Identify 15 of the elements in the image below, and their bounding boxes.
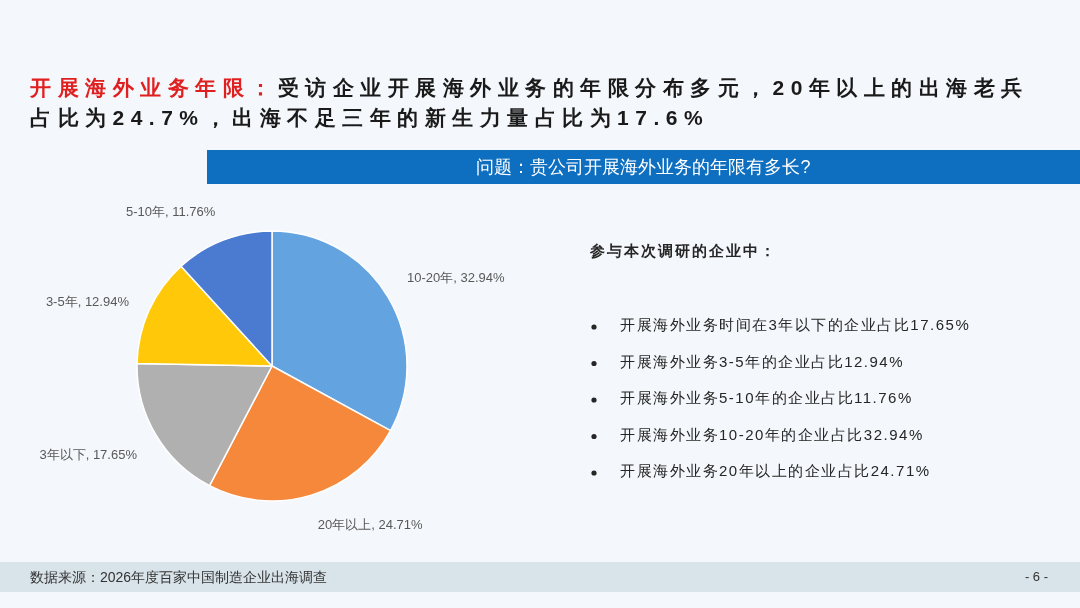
text: 开展海外业务3-5年的企业占比12.94% <box>620 352 905 372</box>
text: 开展海外业务5-10年的企业占比11.76% <box>620 389 913 408</box>
text: 开展海外业务时间在3年以下的企业占比17.65% <box>620 316 971 335</box>
slice-label: 3-5年, 12.94% <box>45 292 129 310</box>
source-note: 数据来源：2026年度百家中国制造企业出海调查 <box>30 568 328 587</box>
chart-title: 开展海外业务年限：受访企业开展海外业务的年限分布多元，20年以上的出海老兵占比为24.7%，出海不足三年的新生力量占比为17.6% <box>30 75 1030 131</box>
text: 开展海外业务20年以上的企业占比24.71% <box>620 462 931 481</box>
text: 开展海外业务10-20年的企业占比32.94% <box>620 425 924 445</box>
text: 参与本次调研的企业中： <box>590 242 777 261</box>
slice-label: 20年以上, 24.71% <box>317 516 423 534</box>
slice-label: 10-20年, 32.94% <box>406 268 505 286</box>
slice-label: 3年以下, 17.65% <box>39 446 137 464</box>
text: 问题：贵公司开展海外业务的年限有多长? <box>207 150 1080 184</box>
text: - 6 - <box>1024 568 1048 586</box>
slice-label: 5-10年, 11.76% <box>125 202 216 220</box>
